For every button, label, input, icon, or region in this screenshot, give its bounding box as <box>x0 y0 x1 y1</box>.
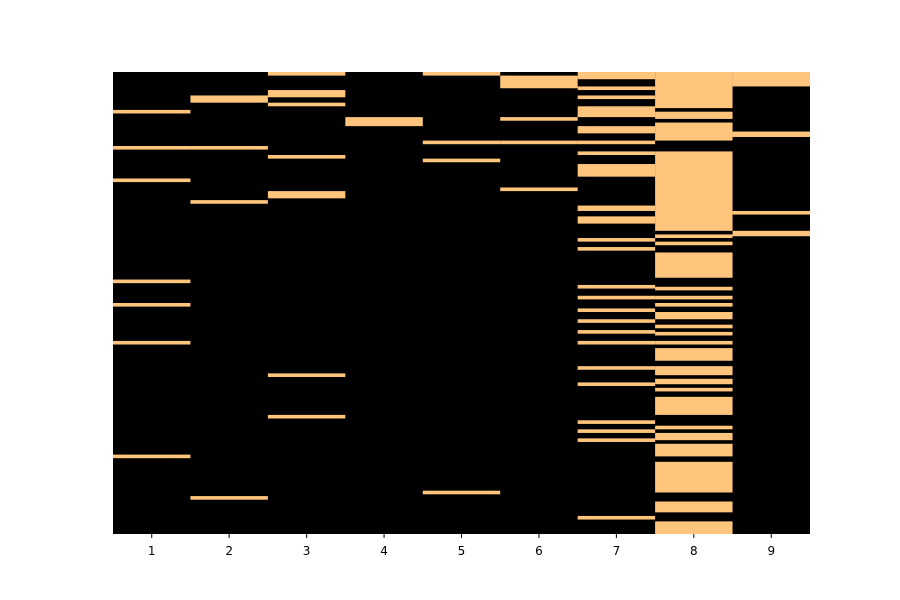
heatmap-cell-col-7-21 <box>577 429 656 433</box>
heatmap-cell-col-8-16 <box>655 378 733 385</box>
heatmap-cell-col-8-8 <box>655 295 733 300</box>
heatmap-cells <box>113 72 810 534</box>
heatmap-cell-col-8-14 <box>655 348 733 361</box>
heatmap-cell-col-1-1 <box>113 145 191 150</box>
heatmap-cell-col-8-23 <box>655 501 733 513</box>
heatmap-cell-col-3-3 <box>267 155 346 159</box>
heatmap-cell-col-7-6 <box>577 151 656 156</box>
heatmap-cell-col-8-19 <box>655 425 733 430</box>
heatmap-cell-col-2-1 <box>190 145 268 150</box>
heatmap-cell-col-1-0 <box>113 109 191 114</box>
heatmap-cell-col-7-11 <box>577 247 656 251</box>
heatmap-cell-col-3-0 <box>267 72 346 76</box>
heatmap-cell-col-1-6 <box>113 454 191 459</box>
heatmap-cell-col-8-24 <box>655 521 733 534</box>
heatmap-cell-col-8-3 <box>655 151 733 231</box>
x-tick-label-7: 7 <box>613 544 621 558</box>
heatmap-cell-col-5-2 <box>422 158 501 163</box>
heatmap-cell-col-1-3 <box>113 279 191 284</box>
heatmap-cell-col-7-13 <box>577 295 656 300</box>
heatmap-cell-col-7-5 <box>577 140 656 145</box>
heatmap-cell-col-3-6 <box>267 414 346 419</box>
heatmap-cell-col-8-12 <box>655 331 733 336</box>
heatmap-cell-col-7-4 <box>577 126 656 134</box>
heatmap-cell-col-9-3 <box>732 230 810 237</box>
x-tick-label-8: 8 <box>690 544 698 558</box>
heatmap-cell-col-8-1 <box>655 111 733 119</box>
heatmap-cell-col-8-2 <box>655 122 733 141</box>
x-tick-label-3: 3 <box>303 544 311 558</box>
heatmap-cell-col-8-10 <box>655 312 733 320</box>
heatmap-cell-col-7-1 <box>577 86 656 91</box>
x-tick-label-6: 6 <box>535 544 543 558</box>
heatmap-cell-col-2-0 <box>190 95 268 103</box>
heatmap-cell-col-7-12 <box>577 284 656 289</box>
heatmap-cell-col-9-0 <box>732 72 810 87</box>
x-axis: 1 2 3 4 5 6 7 8 9 <box>148 534 775 558</box>
heatmap-cell-col-3-1 <box>267 90 346 98</box>
x-tick-label-1: 1 <box>148 544 156 558</box>
heatmap-cell-col-3-5 <box>267 373 346 377</box>
heatmap-cell-col-8-15 <box>655 366 733 376</box>
heatmap-cell-col-7-14 <box>577 308 656 313</box>
heatmap-cell-col-2-3 <box>190 496 268 500</box>
x-tick-label-9: 9 <box>767 544 775 558</box>
heatmap-cell-col-8-9 <box>655 303 733 307</box>
heatmap-cell-col-7-15 <box>577 319 656 323</box>
heatmap-cell-col-7-17 <box>577 340 656 345</box>
heatmap-cell-col-3-4 <box>267 191 346 199</box>
heatmap-cell-col-7-8 <box>577 205 656 211</box>
heatmap-cell-col-7-16 <box>577 330 656 334</box>
heatmap-cell-col-8-5 <box>655 241 733 246</box>
heatmap-cell-col-8-11 <box>655 324 733 329</box>
heatmap-cell-col-7-7 <box>577 164 656 177</box>
x-tick-label-2: 2 <box>225 544 233 558</box>
heatmap-cell-col-6-3 <box>500 187 578 192</box>
heatmap-cell-col-7-3 <box>577 106 656 118</box>
heatmap-cell-col-8-4 <box>655 234 733 239</box>
heatmap-cell-col-1-4 <box>113 303 191 307</box>
heatmap-cell-col-7-20 <box>577 420 656 424</box>
heatmap-cell-col-1-2 <box>113 178 191 183</box>
heatmap-cell-col-8-18 <box>655 396 733 415</box>
heatmap-cell-col-8-7 <box>655 286 733 291</box>
heatmap-cell-col-5-3 <box>422 490 501 495</box>
heatmap-cell-col-8-17 <box>655 387 733 392</box>
heatmap-cell-col-6-0 <box>500 75 578 89</box>
heatmap-cell-col-8-21 <box>655 443 733 457</box>
heatmap-cell-col-8-20 <box>655 432 733 441</box>
heatmap-cell-col-9-1 <box>732 131 810 137</box>
heatmap-cell-col-7-2 <box>577 95 656 100</box>
heatmap-cell-col-7-10 <box>577 238 656 242</box>
heatmap-cell-col-1-5 <box>113 340 191 345</box>
x-tick-label-4: 4 <box>380 544 388 558</box>
heatmap-cell-col-7-23 <box>577 515 656 520</box>
heatmap-cell-col-2-2 <box>190 200 268 204</box>
heatmap-cell-col-8-6 <box>655 252 733 278</box>
heatmap-cell-col-9-2 <box>732 210 810 215</box>
heatmap-cell-col-8-0 <box>655 72 733 109</box>
heatmap-cell-col-7-22 <box>577 438 656 442</box>
heatmap-cell-col-7-19 <box>577 382 656 387</box>
heatmap-cell-col-6-2 <box>500 140 578 145</box>
heatmap-cell-col-8-22 <box>655 461 733 493</box>
heatmap-cell-col-5-1 <box>422 140 501 145</box>
heatmap-cell-col-6-1 <box>500 117 578 121</box>
heatmap-cell-col-4-0 <box>345 117 423 127</box>
heatmap-cell-col-7-9 <box>577 216 656 224</box>
heatmap-cell-col-5-0 <box>422 72 501 76</box>
heatmap-cell-col-8-13 <box>655 340 733 345</box>
x-tick-label-5: 5 <box>458 544 466 558</box>
heatmap-cell-col-3-2 <box>267 102 346 107</box>
heatmap-cell-col-7-0 <box>577 72 656 80</box>
plot-area <box>113 72 810 534</box>
heatmap-cell-col-7-18 <box>577 366 656 370</box>
